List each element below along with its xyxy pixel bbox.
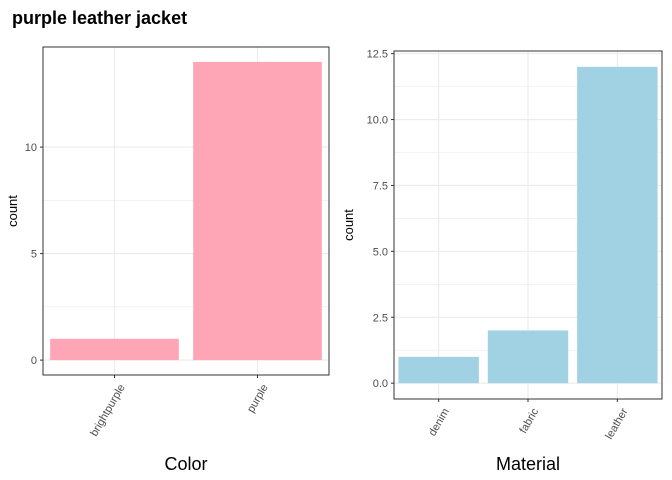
- panel-border: [42, 46, 330, 376]
- y-tick-label: 7.5: [373, 180, 388, 192]
- y-tick-label: 0: [31, 355, 37, 367]
- x-axis-title: Material: [496, 454, 560, 474]
- x-tick-label: denim: [427, 406, 452, 438]
- y-tick-label: 5.0: [373, 246, 388, 258]
- page-title: purple leather jacket: [12, 8, 188, 28]
- y-tick-label: 10: [25, 142, 37, 154]
- y-axis-title: count: [341, 209, 356, 241]
- bar-purple: [193, 61, 322, 361]
- bar-leather: [577, 66, 658, 384]
- x-tick-label: fabric: [517, 406, 541, 436]
- bar-denim: [398, 356, 479, 384]
- y-tick-label: 10.0: [367, 115, 388, 127]
- bar-fabric: [487, 330, 569, 384]
- color-count-chart: 0 5 10 brightpurple purple Color count: [5, 46, 330, 474]
- y-tick-label: 5: [31, 249, 37, 261]
- y-tick-label: 2.5: [373, 312, 388, 324]
- x-tick-label: leather: [603, 406, 630, 441]
- y-axis-title: count: [5, 195, 20, 227]
- bar-brightpurple: [50, 338, 179, 361]
- x-axis-title: Color: [164, 454, 207, 474]
- material-count-chart: 0.0 2.5 5.0 7.5 10.0 12.5 denim fabric leather Ma…: [341, 49, 663, 474]
- y-tick-label: 12.5: [367, 49, 388, 61]
- x-tick-label: brightpurple: [88, 382, 127, 438]
- x-tick-label: purple: [245, 382, 271, 414]
- y-tick-label: 0.0: [373, 378, 388, 390]
